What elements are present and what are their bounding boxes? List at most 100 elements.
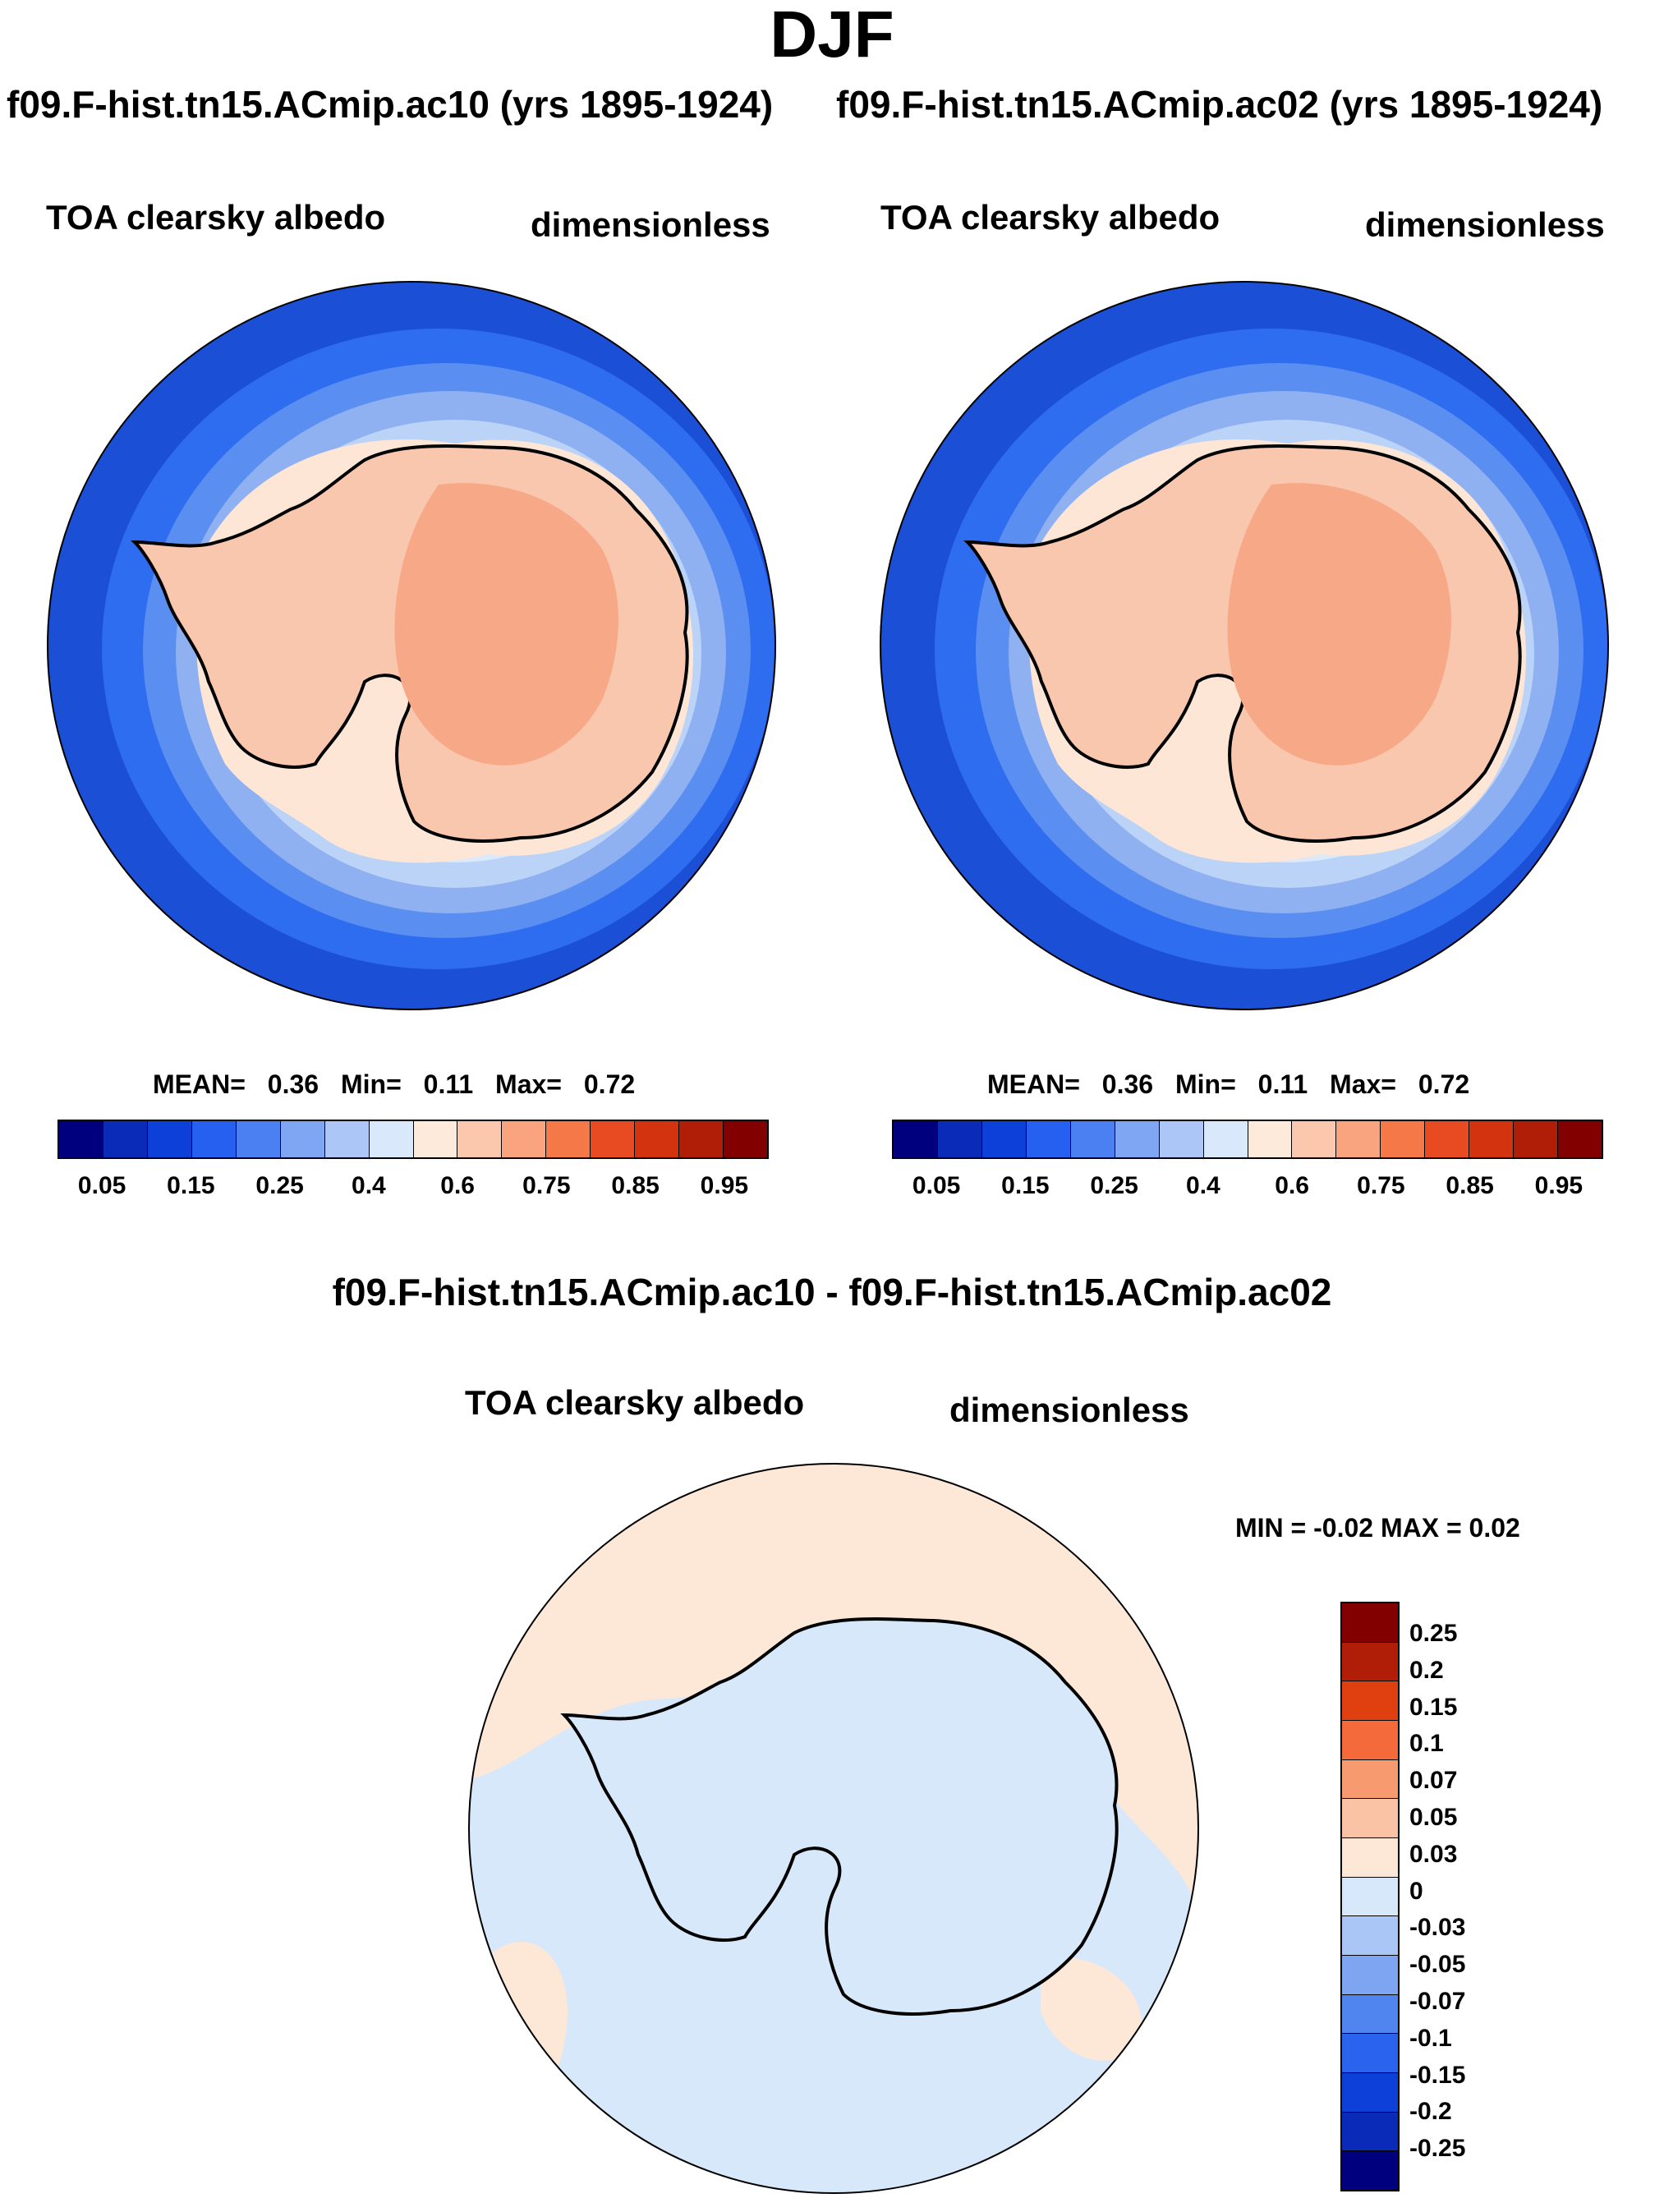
- colorbar-box: [546, 1121, 591, 1157]
- colorbar-box: [1342, 2034, 1398, 2074]
- panel2-stats: MEAN= 0.36 Min= 0.11 Max= 0.72: [987, 1069, 1469, 1100]
- colorbar-tick-label: 0.75: [1357, 1172, 1405, 1199]
- colorbar-tick-label: -0.03: [1409, 1914, 1466, 1942]
- panel2-colorbar: [892, 1120, 1603, 1159]
- run-a-title: f09.F-hist.tn15.ACmip.ac10 (yrs 1895-192…: [7, 83, 774, 126]
- panel1-max-label: Max=: [495, 1069, 562, 1099]
- colorbar-box: [1292, 1121, 1337, 1157]
- panel1-mean-label: MEAN=: [153, 1069, 246, 1099]
- run-b-title: f09.F-hist.tn15.ACmip.ac02 (yrs 1895-192…: [836, 83, 1603, 126]
- colorbar-tick-label: 0.1: [1409, 1730, 1444, 1758]
- panel2-max-value: 0.72: [1418, 1069, 1470, 1099]
- panel1-mean-value: 0.36: [267, 1069, 319, 1099]
- colorbar-tick-label: 0.15: [167, 1172, 215, 1199]
- colorbar-box: [1342, 1603, 1398, 1643]
- panel1-colorbar: [57, 1120, 769, 1159]
- colorbar-tick-label: 0.25: [1090, 1172, 1138, 1199]
- colorbar-box: [59, 1121, 103, 1157]
- season-title: DJF: [770, 0, 894, 71]
- colorbar-box: [1342, 1838, 1398, 1878]
- colorbar-tick-label: 0.85: [611, 1172, 660, 1199]
- colorbar-box: [1342, 2151, 1398, 2191]
- plateau: [1227, 483, 1451, 766]
- colorbar-tick-label: 0.05: [912, 1172, 961, 1199]
- colorbar-box: [1342, 1721, 1398, 1760]
- colorbar-tick-label: -0.05: [1409, 1951, 1466, 1979]
- colorbar-box: [1203, 1121, 1248, 1157]
- panel2-mean-value: 0.36: [1101, 1069, 1154, 1099]
- colorbar-box: [502, 1121, 547, 1157]
- colorbar-box: [280, 1121, 325, 1157]
- colorbar-box: [1558, 1121, 1602, 1157]
- colorbar-box: [147, 1121, 192, 1157]
- colorbar-tick-label: 0.95: [1534, 1172, 1584, 1199]
- colorbar-box: [981, 1121, 1027, 1157]
- colorbar-box: [1342, 1642, 1398, 1682]
- diff-units: dimensionless: [949, 1391, 1189, 1429]
- colorbar-box: [191, 1121, 237, 1157]
- colorbar-tick-label: 0.25: [1409, 1620, 1458, 1647]
- colorbar-tick-label: 0.4: [352, 1172, 386, 1199]
- panel1-min-label: Min=: [340, 1069, 402, 1099]
- colorbar-tick-label: -0.07: [1409, 1988, 1466, 2015]
- panel1-stats: MEAN= 0.36 Min= 0.11 Max= 0.72: [153, 1069, 635, 1100]
- colorbar-tick-label: 0.75: [522, 1172, 571, 1199]
- panel1-max-value: 0.72: [583, 1069, 636, 1099]
- map-panel2: [880, 281, 1609, 1010]
- colorbar-tick-label: 0.15: [1001, 1172, 1050, 1199]
- colorbar-box: [1342, 1759, 1398, 1800]
- diff-title: f09.F-hist.tn15.ACmip.ac10 - f09.F-hist.…: [332, 1271, 1332, 1313]
- colorbar-box: [1342, 1916, 1398, 1957]
- colorbar-tick-label: -0.15: [1409, 2061, 1466, 2089]
- colorbar-tick-label: 0.07: [1409, 1767, 1458, 1795]
- colorbar-box: [1342, 2112, 1398, 2152]
- colorbar-box: [635, 1121, 680, 1157]
- diff-antarctica-land: [560, 1617, 1119, 2016]
- colorbar-tick-label: 0.4: [1186, 1172, 1220, 1199]
- colorbar-tick-label: 0.03: [1409, 1840, 1458, 1868]
- colorbar-tick-label: 0.05: [77, 1172, 126, 1199]
- map-panel1: [47, 281, 776, 1010]
- colorbar-tick-label: 0.6: [440, 1172, 475, 1199]
- colorbar-box: [413, 1121, 458, 1157]
- map-diff: [468, 1463, 1199, 2194]
- colorbar-box: [1514, 1121, 1559, 1157]
- colorbar-box: [1159, 1121, 1204, 1157]
- colorbar-box: [1342, 1799, 1398, 1839]
- panel2-units: dimensionless: [1365, 205, 1605, 244]
- colorbar-tick-label: 0.25: [255, 1172, 304, 1199]
- colorbar-box: [1115, 1121, 1160, 1157]
- colorbar-tick-label: 0: [1409, 1877, 1423, 1905]
- panel2-mean-label: MEAN=: [987, 1069, 1080, 1099]
- colorbar-box: [937, 1121, 982, 1157]
- colorbar-box: [457, 1121, 503, 1157]
- colorbar-box: [1342, 2073, 1398, 2113]
- colorbar-box: [1342, 1681, 1398, 1722]
- panel1-units: dimensionless: [531, 205, 770, 244]
- colorbar-box: [103, 1121, 148, 1157]
- diff-minmax: MIN = -0.02 MAX = 0.02: [1235, 1513, 1520, 1543]
- panel2-max-label: Max=: [1330, 1069, 1396, 1099]
- panel2-min-label: Min=: [1174, 1069, 1236, 1099]
- colorbar-tick-label: -0.25: [1409, 2135, 1466, 2163]
- colorbar-tick-label: -0.2: [1409, 2098, 1452, 2126]
- colorbar-tick-label: 0.95: [700, 1172, 749, 1199]
- colorbar-tick-label: 0.05: [1409, 1804, 1458, 1831]
- colorbar-tick-label: 0.2: [1409, 1656, 1444, 1684]
- colorbar-tick-label: 0.15: [1409, 1693, 1458, 1721]
- colorbar-box: [1342, 1956, 1398, 1995]
- panel2-min-value: 0.11: [1257, 1069, 1308, 1099]
- colorbar-tick-label: 0.85: [1446, 1172, 1494, 1199]
- diff-colorbar: [1340, 1602, 1400, 2191]
- colorbar-box: [1342, 1877, 1398, 1917]
- colorbar-box: [1336, 1121, 1381, 1157]
- colorbar-box: [324, 1121, 370, 1157]
- colorbar-box: [369, 1121, 414, 1157]
- colorbar-box: [236, 1121, 281, 1157]
- colorbar-box: [1026, 1121, 1071, 1157]
- colorbar-box: [1425, 1121, 1470, 1157]
- colorbar-box: [894, 1121, 938, 1157]
- colorbar-box: [1070, 1121, 1115, 1157]
- colorbar-box: [1342, 1994, 1398, 2035]
- colorbar-box: [724, 1121, 767, 1157]
